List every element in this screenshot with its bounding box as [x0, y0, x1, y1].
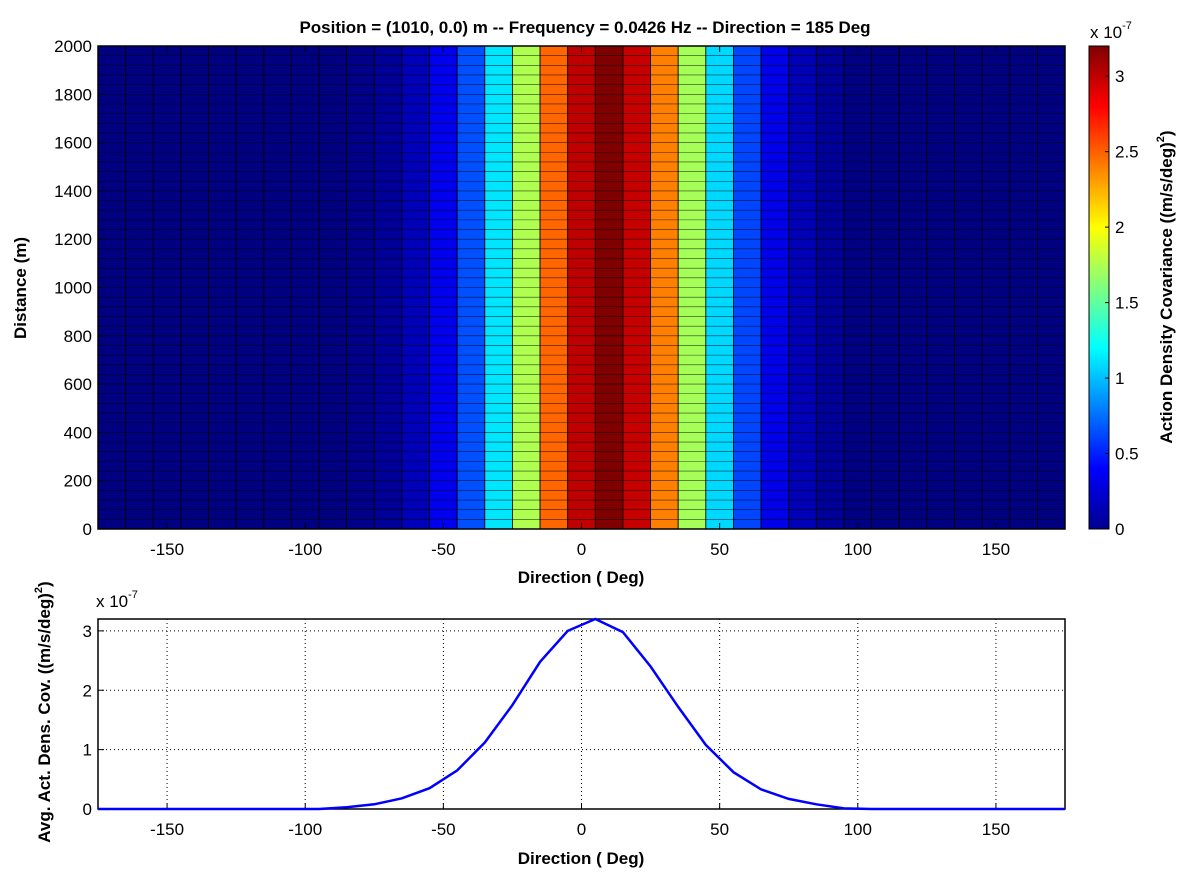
line-x-tick-label: 50: [710, 820, 729, 839]
colorbar-tick-label: 1.5: [1115, 294, 1139, 313]
heatmap-y-tick-label: 800: [64, 327, 92, 346]
line-x-tick-label: -100: [288, 820, 322, 839]
heatmap-y-ticks: 0 200 400 600 800 1000 1200 1400 1600 1800 2000: [54, 37, 104, 539]
colorbar-label: Action Density Covariance ((m/s/deg)2): [1155, 130, 1176, 443]
colorbar: [1088, 45, 1110, 530]
line-x-label: Direction ( Deg): [518, 849, 645, 868]
heatmap-x-ticks: -150 -100 -50 0 50 100 150: [150, 46, 1010, 559]
line-y-ticks: 0 1 2 3: [83, 622, 104, 819]
heatmap-x-tick-label: -150: [150, 540, 184, 559]
line-y-tick-label: 0: [83, 800, 92, 819]
line-y-tick-label: 3: [83, 622, 92, 641]
heatmap-x-tick-label: -100: [288, 540, 322, 559]
heatmap-y-tick-label: 1400: [54, 182, 92, 201]
heatmap-row-lines: [98, 45, 1065, 530]
heatmap-x-tick-label: 0: [577, 540, 586, 559]
heatmap-x-tick-label: 150: [982, 540, 1010, 559]
heatmap-y-tick-label: 1600: [54, 134, 92, 153]
colorbar-tick-label: 3: [1115, 67, 1124, 86]
heatmap-y-label: Distance (m): [11, 237, 30, 339]
line-y-tick-label: 1: [83, 741, 92, 760]
line-x-tick-label: -150: [150, 820, 184, 839]
heatmap-x-tick-label: 50: [710, 540, 729, 559]
colorbar-tick-label: 2.5: [1115, 143, 1139, 162]
line-y-label: Avg. Act. Dens. Cov. ((m/s/deg)2): [33, 581, 54, 842]
line-x-tick-label: 100: [844, 820, 872, 839]
line-x-tick-label: -50: [431, 820, 456, 839]
heatmap-y-tick-label: 400: [64, 423, 92, 442]
heatmap-y-tick-label: 1000: [54, 279, 92, 298]
line-y-scale: x 10-7: [96, 589, 138, 611]
line-grid: [98, 619, 1065, 810]
colorbar-ticks: 0 0.5 1 1.5 2 2.5 3: [1105, 67, 1139, 539]
heatmap-y-tick-label: 2000: [54, 37, 92, 56]
heatmap-x-label: Direction ( Deg): [518, 568, 645, 587]
heatmap-y-tick-label: 0: [83, 520, 92, 539]
colorbar-tick-label: 1: [1115, 369, 1124, 388]
colorbar-tick-label: 2: [1115, 218, 1124, 237]
heatmap-x-tick-label: -50: [431, 540, 456, 559]
heatmap-title: Position = (1010, 0.0) m -- Frequency = …: [299, 18, 870, 37]
colorbar-scale: x 10-7: [1090, 20, 1132, 42]
line-y-tick-label: 2: [83, 681, 92, 700]
heatmap-y-tick-label: 1800: [54, 85, 92, 104]
avg-action-density-line: [98, 617, 1065, 811]
colorbar-tick-label: 0: [1115, 520, 1124, 539]
heatmap-y-tick-label: 1200: [54, 230, 92, 249]
heatmap-y-tick-label: 600: [64, 375, 92, 394]
line-x-tick-label: 0: [577, 820, 586, 839]
heatmap-x-tick-label: 100: [844, 540, 872, 559]
line-x-tick-label: 150: [982, 820, 1010, 839]
colorbar-tick-label: 0.5: [1115, 445, 1139, 464]
heatmap-y-tick-label: 200: [64, 472, 92, 491]
